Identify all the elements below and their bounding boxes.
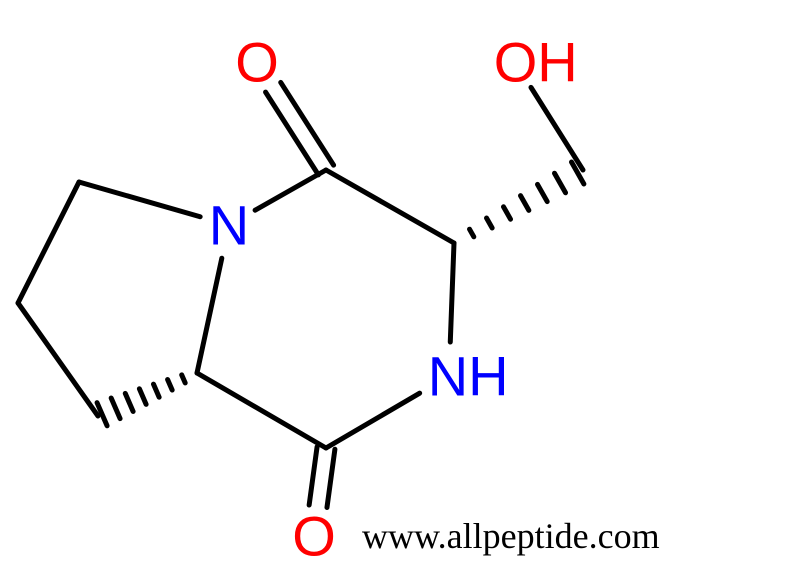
atom-label-o1: O [235,31,279,94]
watermark-text: www.allpeptide.com [362,516,660,556]
atom-label-o2: O [292,505,336,568]
molecule-diagram: O OH N NH Owww.allpeptide.com [0,0,789,581]
diagram-background [0,0,789,581]
atom-label-n1: N [209,194,249,257]
atom-label-oh: OH [494,31,578,94]
atom-label-nh: NH [428,345,509,408]
bond-hash-wedge [182,375,185,383]
